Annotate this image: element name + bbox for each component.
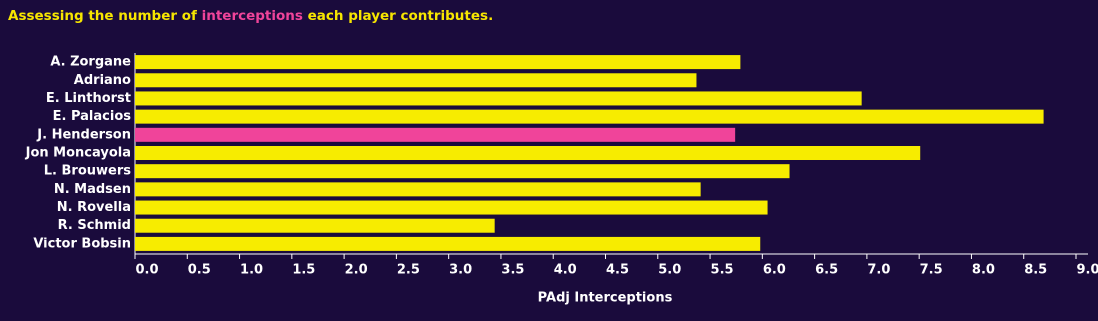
x-tick-label: 4.0	[554, 263, 577, 278]
bar	[135, 200, 768, 215]
bar	[135, 218, 495, 233]
x-tick-label: 4.5	[606, 263, 629, 278]
y-tick-label: N. Rovella	[57, 200, 131, 215]
x-tick-label: 8.5	[1024, 263, 1047, 278]
x-tick-label: 7.5	[920, 263, 943, 278]
y-tick-label: N. Madsen	[54, 182, 131, 197]
bar	[135, 236, 761, 251]
bar	[135, 182, 701, 197]
y-tick-label: J. Henderson	[36, 127, 131, 142]
bar	[135, 127, 736, 142]
x-tick-label: 7.0	[867, 263, 890, 278]
x-tick-label: 3.0	[449, 263, 472, 278]
title-part: each player contributes.	[307, 8, 494, 24]
title-highlight: interceptions	[201, 8, 303, 24]
y-tick-label: R. Schmid	[58, 218, 131, 233]
x-tick-label: 2.5	[397, 263, 420, 278]
x-tick-label: 2.0	[345, 263, 368, 278]
x-tick-label: 0.0	[135, 263, 158, 278]
chart-title: Assessing the number of interceptions ea…	[8, 8, 493, 24]
bar	[135, 164, 790, 179]
y-tick-label: E. Palacios	[53, 109, 132, 124]
x-tick-label: 1.0	[240, 263, 263, 278]
bar	[135, 73, 697, 88]
bar	[135, 109, 1044, 124]
x-tick-label: 6.0	[763, 263, 786, 278]
x-tick-label: 0.5	[188, 263, 211, 278]
y-tick-label: A. Zorgane	[50, 55, 131, 70]
x-tick-label: 3.5	[501, 263, 524, 278]
y-tick-label: Jon Moncayola	[25, 146, 131, 161]
y-tick-label: E. Linthorst	[46, 91, 131, 106]
x-tick-label: 8.0	[972, 263, 995, 278]
y-tick-label: L. Brouwers	[44, 164, 131, 179]
bar	[135, 146, 921, 160]
x-tick-label: 9.0	[1076, 263, 1098, 278]
x-tick-label: 6.5	[815, 263, 838, 278]
title-part: Assessing the number of	[8, 8, 197, 24]
y-tick-label: Victor Bobsin	[33, 236, 131, 251]
x-tick-label: 1.5	[292, 263, 315, 278]
x-tick-label: 5.0	[658, 263, 681, 278]
bar	[135, 55, 741, 70]
x-axis-label: PAdj Interceptions	[538, 291, 673, 306]
bar	[135, 91, 862, 106]
y-tick-label: Adriano	[74, 73, 131, 88]
x-tick-label: 5.5	[711, 263, 734, 278]
